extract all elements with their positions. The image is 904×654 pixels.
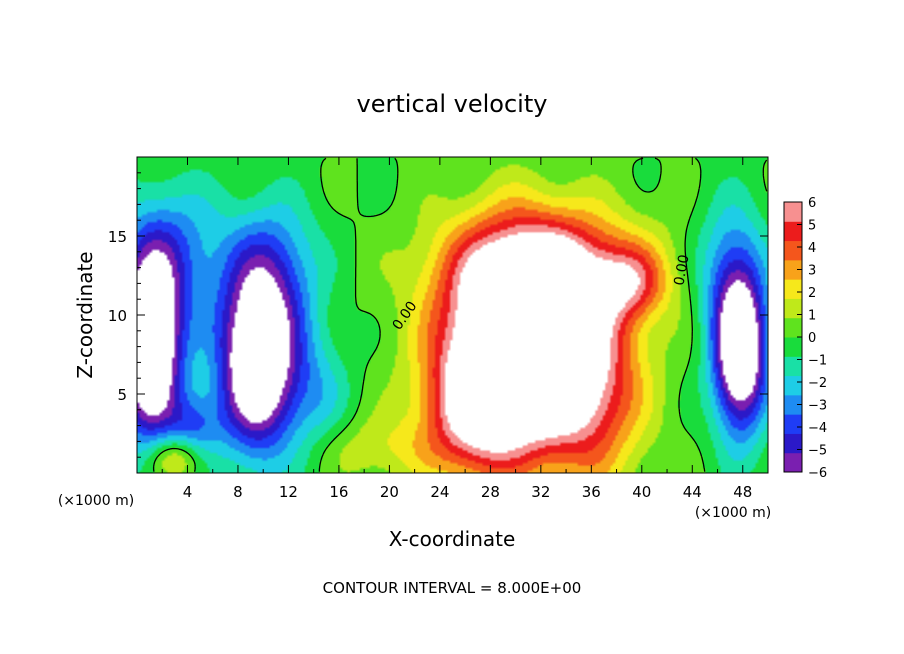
colorbar-tick-label: 5 [808,219,816,234]
colorbar-tick-label: 1 [808,309,816,324]
x-tick-label: 44 [683,483,702,501]
heatmap-field [137,157,768,473]
colorbar-tick-label: −3 [808,399,827,414]
x-tick-label: 16 [329,483,348,501]
zero-contour-line [152,157,768,472]
colorbar-swatch [784,221,802,242]
contour-label: 0.00 [671,253,692,286]
colorbar-swatch [784,452,802,473]
colorbar-swatch [784,202,802,222]
y-tick-label: 15 [108,228,127,246]
x-tick-label: 20 [380,483,399,501]
colorbar-swatch [784,279,802,299]
x-tick-label: 36 [582,483,601,501]
x-tick-label: 48 [733,483,752,501]
colorbar-swatch [784,394,802,415]
colorbar-tick-label: −1 [808,354,827,369]
colorbar-tick-label: −6 [808,466,827,481]
colorbar-swatch [784,240,802,261]
colorbar-tick-label: 6 [808,196,816,211]
x-axis-label: X-coordinate [389,527,516,551]
colorbar-swatch [784,337,802,357]
x-tick-label: 8 [233,483,243,501]
x-tick-label: 12 [279,483,298,501]
colorbar-swatch [784,298,802,319]
colorbar-swatch [784,433,802,454]
colorbar-tick-label: −4 [808,421,827,436]
x-tick-label: 24 [430,483,449,501]
x-ticks: 4 8 12 16 20 24 28 32 36 40 44 48 [161,157,752,501]
x-tick-label: 28 [481,483,500,501]
y-tick-label: 5 [117,386,127,404]
colorbar-swatch [784,414,802,434]
y-axis-label: Z-coordinate [73,251,97,378]
chart-title: vertical velocity [357,90,548,118]
colorbar-swatch [784,259,802,280]
colorbar-swatch [784,356,802,377]
y-tick-label: 10 [108,307,127,325]
colorbar-tick-label: −5 [808,444,827,459]
colorbar-tick-label: −2 [808,376,827,391]
colorbar-tick-label: 3 [808,264,816,279]
colorbar-swatch [784,375,802,396]
colorbar-tick-label: 0 [808,331,816,346]
y-ticks: 5 10 15 [108,172,768,458]
x-unit-label-left: (×1000 m) [58,493,134,509]
colorbar: 6 5 4 3 2 1 0 −1 −2 −3 −4 −5 −6 [783,196,827,481]
contour-interval-note: CONTOUR INTERVAL = 8.000E+00 [323,579,582,597]
x-tick-label: 4 [183,483,193,501]
colorbar-tick-label: 2 [808,286,816,301]
colorbar-tick-label: 4 [808,241,816,256]
x-tick-label: 32 [531,483,550,501]
x-unit-label-right: (×1000 m) [695,505,771,521]
x-tick-label: 40 [632,483,651,501]
colorbar-swatch [784,317,802,338]
